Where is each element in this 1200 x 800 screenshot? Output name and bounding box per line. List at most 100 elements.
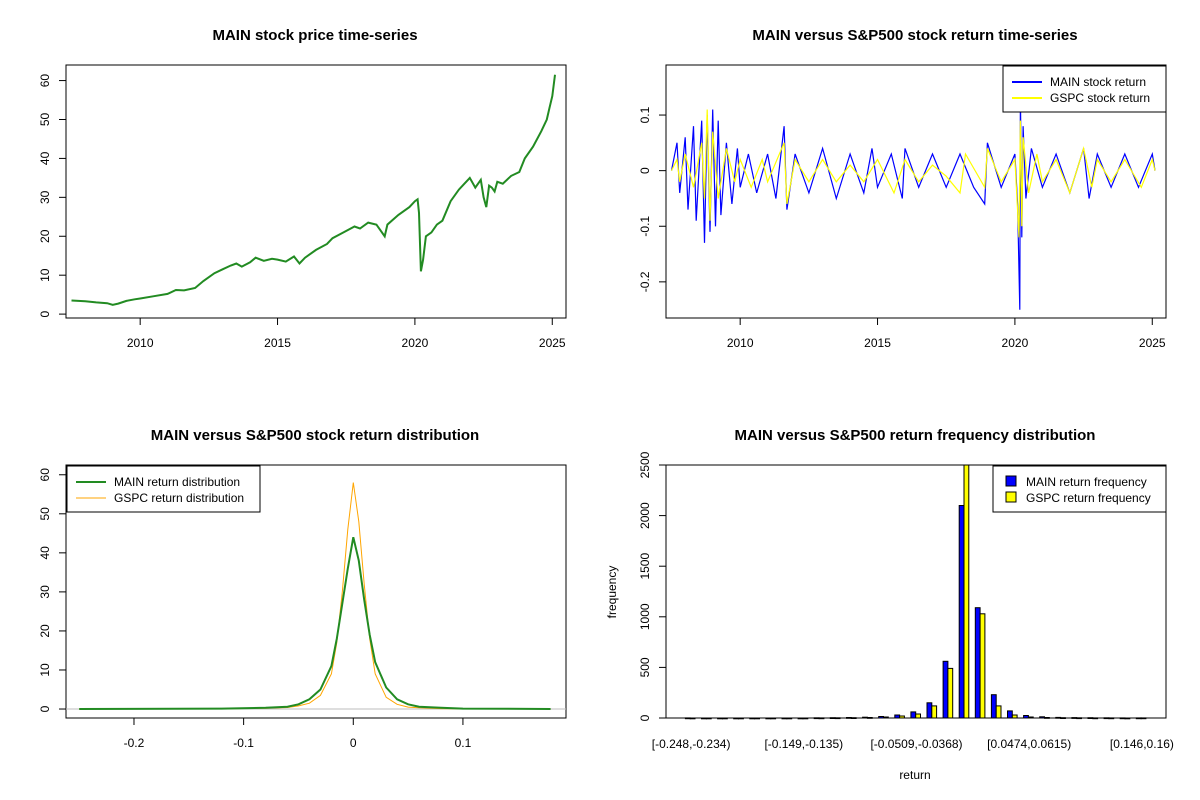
x-tick-label: 2020 (1002, 336, 1029, 350)
y-tick-label: 60 (38, 74, 52, 88)
y-tick-label: 20 (38, 624, 52, 638)
chart-title: MAIN stock price time-series (212, 27, 417, 44)
main-frequency-bar (910, 711, 917, 719)
plot-area (71, 74, 556, 306)
x-tick-label: 0 (350, 736, 357, 750)
y-axis: 0 10 20 30 40 50 60 (38, 468, 66, 712)
legend-box (992, 465, 1167, 513)
gspc-frequency-bar (947, 667, 954, 719)
y-tick-label: 50 (38, 507, 52, 521)
main-frequency-bar (846, 717, 852, 719)
y-tick-label: 1000 (638, 603, 652, 630)
gspc-frequency-bar (850, 717, 857, 720)
gspc-frequency-bar (1011, 714, 1018, 719)
gspc-frequency-bar (866, 717, 873, 719)
y-tick-label: 60 (38, 468, 52, 482)
main-frequency-bar (878, 716, 885, 719)
x-axis: [-0.248,-0.234) [-0.149,-0.135) [-0.0509,-… (652, 737, 1174, 751)
main-frequency-bar (1007, 710, 1013, 719)
x-tick-label: 2020 (402, 336, 429, 350)
x-axis: -0.2 -0.1 0 0.1 (124, 718, 472, 750)
legend: MAIN stock return GSPC stock return (1002, 65, 1167, 113)
main-frequency-bar (749, 717, 756, 720)
gspc-frequency-bar (1108, 717, 1115, 720)
y-tick-label: 50 (38, 112, 52, 126)
x-tick-label: 0.1 (455, 736, 472, 750)
gspc-frequency-bar (705, 717, 712, 720)
legend-box (66, 465, 261, 513)
gspc-frequency-bar (963, 464, 970, 719)
y-tick-label: -0.1 (638, 216, 652, 237)
gspc-frequency-bar (738, 717, 744, 720)
y-tick-label: -0.2 (638, 271, 652, 292)
legend-swatch (1005, 491, 1017, 503)
x-tick-label: [0.146,0.16) (1110, 737, 1174, 751)
y-tick-label: 0.1 (638, 106, 652, 123)
gspc-frequency-bar (689, 717, 696, 720)
legend-label: GSPC return frequency (1026, 491, 1151, 505)
main-frequency-bar (926, 702, 933, 719)
y-tick-label: 0 (638, 714, 652, 721)
gspc-frequency-bar (786, 717, 793, 720)
main-frequency-bar (717, 717, 723, 720)
y-tick-label: 2000 (638, 502, 652, 529)
y-tick-label: 10 (38, 268, 52, 282)
panel-return-distribution: MAIN versus S&P500 stock return distribu… (38, 427, 567, 750)
x-tick-label: 2025 (1139, 336, 1166, 350)
gspc-frequency-bar (1044, 717, 1050, 719)
gspc-frequency-bar (802, 717, 809, 720)
legend-swatch (1005, 475, 1017, 487)
x-axis: 2010 2015 2020 2025 (727, 318, 1166, 350)
x-tick-label: [0.0474,0.0615) (987, 737, 1071, 751)
gspc-frequency-bar (818, 717, 825, 720)
legend-label: GSPC return distribution (114, 491, 244, 505)
main-frequency-bar (733, 717, 740, 720)
price-series-line (71, 74, 556, 306)
legend-label: GSPC stock return (1050, 91, 1150, 105)
y-tick-label: 0 (38, 705, 52, 712)
gspc-frequency-bar (883, 716, 889, 719)
main-frequency-bar (781, 717, 788, 720)
main-frequency-bar (990, 694, 997, 719)
chart-title: MAIN versus S&P500 stock return distribu… (151, 427, 479, 444)
plot-frame (65, 64, 567, 319)
legend: MAIN return frequency GSPC return freque… (992, 465, 1167, 513)
x-tick-label: 2015 (864, 336, 891, 350)
gspc-frequency-bar (834, 717, 841, 720)
gspc-frequency-bar (915, 713, 922, 719)
main-frequency-bar (1039, 716, 1045, 719)
main-frequency-bar (684, 717, 691, 720)
main-frequency-bar (1103, 717, 1110, 720)
main-frequency-bar (1055, 716, 1062, 719)
y-tick-label: 0 (638, 167, 652, 174)
legend-label: MAIN stock return (1050, 75, 1146, 89)
gspc-frequency-bar (931, 705, 938, 719)
main-distribution-line (79, 536, 551, 710)
plot-area (66, 482, 566, 710)
y-tick-label: 20 (38, 229, 52, 243)
legend-label: MAIN return frequency (1026, 475, 1147, 489)
main-frequency-bar (974, 607, 981, 719)
main-frequency-bar (701, 717, 707, 720)
gspc-frequency-bar (1060, 717, 1066, 720)
gspc-frequency-bar (1140, 717, 1147, 720)
main-frequency-bar (765, 717, 772, 720)
chart-title: MAIN versus S&P500 stock return time-ser… (752, 27, 1077, 44)
x-tick-label: 2025 (539, 336, 566, 350)
y-tick-label: 2500 (638, 451, 652, 478)
y-tick-label: 0 (38, 310, 52, 317)
legend-box (1002, 65, 1167, 113)
x-axis: 2010 2015 2020 2025 (127, 318, 566, 350)
y-axis: 0 10 20 30 40 50 60 (38, 74, 66, 317)
main-frequency-bar (829, 717, 836, 720)
y-tick-label: 30 (38, 585, 52, 599)
plot-area (670, 92, 1156, 310)
gspc-frequency-bar (1027, 716, 1034, 719)
gspc-frequency-bar (995, 705, 1002, 719)
x-tick-label: [-0.248,-0.234) (652, 737, 731, 751)
gspc-distribution-line (79, 482, 551, 710)
main-frequency-bar (958, 505, 965, 719)
x-axis-label: return (899, 768, 930, 782)
y-tick-label: 10 (38, 663, 52, 677)
